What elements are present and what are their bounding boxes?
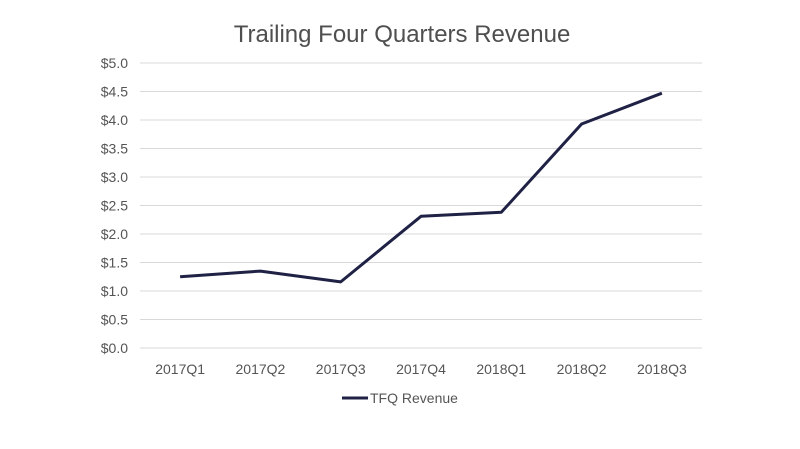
x-tick-label: 2017Q1 xyxy=(155,361,205,377)
y-tick-label: $1.5 xyxy=(101,255,128,271)
x-tick-label: 2017Q3 xyxy=(316,361,366,377)
x-tick-label: 2018Q1 xyxy=(476,361,526,377)
y-tick-label: $4.0 xyxy=(101,112,128,128)
y-tick-label: $2.0 xyxy=(101,226,128,242)
series-line xyxy=(179,91,663,284)
x-axis-ticks: 2017Q1 2017Q2 2017Q3 2017Q4 2018Q1 2018Q2 2018… xyxy=(155,361,687,377)
legend: TFQ Revenue xyxy=(342,390,458,406)
y-tick-label: $0.5 xyxy=(101,312,128,328)
legend-label: TFQ Revenue xyxy=(370,390,458,406)
x-tick-label: 2017Q4 xyxy=(396,361,446,377)
chart-title: Trailing Four Quarters Revenue xyxy=(234,21,571,48)
series-lines xyxy=(179,91,663,284)
y-tick-label: $5.0 xyxy=(101,55,128,71)
y-tick-label: $4.5 xyxy=(101,84,128,100)
x-tick-label: 2018Q2 xyxy=(557,361,607,377)
y-tick-label: $2.5 xyxy=(101,198,128,214)
y-tick-label: $1.0 xyxy=(101,283,128,299)
x-tick-label: 2017Q2 xyxy=(236,361,286,377)
x-tick-label: 2018Q3 xyxy=(637,361,687,377)
gridlines xyxy=(140,62,702,349)
y-tick-label: $3.5 xyxy=(101,141,128,157)
y-axis-ticks: $0.0 $0.5 $1.0 $1.5 $2.0 $2.5 $3.0 $3.5 $4.0 $4.5… xyxy=(101,55,128,356)
y-tick-label: $3.0 xyxy=(101,169,128,185)
y-tick-label: $0.0 xyxy=(101,340,128,356)
